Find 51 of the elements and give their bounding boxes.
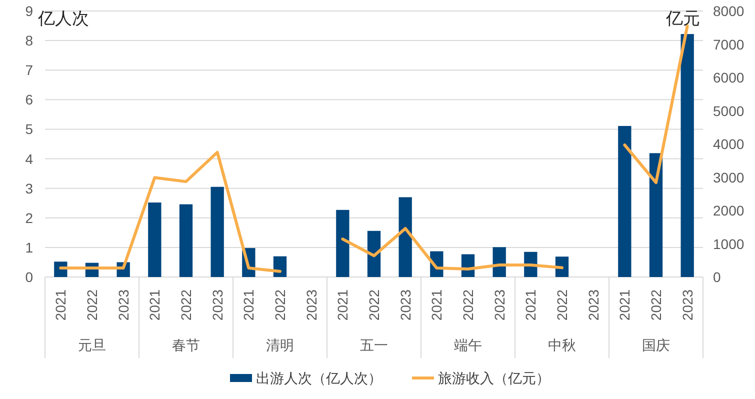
- y-tick-label: 3: [25, 180, 34, 196]
- x-tick-label: 2021: [240, 289, 257, 321]
- y-tick-label: 5: [25, 121, 34, 138]
- y-tick-label: 9: [25, 3, 34, 19]
- text: 中秋: [548, 337, 576, 353]
- y-tick-label: 1: [25, 239, 34, 256]
- text: 春节: [172, 337, 200, 353]
- y2-tick-label: 2000: [713, 202, 744, 218]
- y-axis-title: 亿人次: [37, 9, 89, 28]
- x-tick-label: 2021: [146, 289, 163, 321]
- x-tick-label: 2023: [303, 289, 320, 321]
- x-tick-label: 2021: [334, 289, 351, 321]
- y-tick-label: 0: [25, 269, 34, 285]
- y2-tick-label: 5000: [713, 102, 744, 119]
- x-tick-label: 2023: [209, 289, 226, 321]
- x-tick-label: 2022: [84, 289, 100, 321]
- x-tick-label: 2021: [522, 289, 539, 321]
- text: 国庆: [642, 337, 670, 353]
- x-tick-label: 2021: [52, 289, 69, 321]
- y2-tick-label: 4000: [713, 136, 744, 152]
- x-tick-label: 2021: [616, 289, 633, 321]
- x-tick-label: 2022: [648, 289, 664, 321]
- x-tick-label: 2023: [679, 289, 696, 321]
- y2-axis-title: 亿元: [665, 9, 700, 28]
- y2-tick-label: 8000: [713, 3, 744, 19]
- legend-label: 出游人次（亿人次）: [256, 370, 382, 386]
- y-tick-label: 6: [25, 92, 34, 108]
- y2-tick-label: 0: [713, 269, 721, 285]
- legend-label: 旅游收入（亿元）: [438, 370, 550, 386]
- x-tick-label: 2022: [554, 289, 570, 321]
- x-tick-label: 2021: [428, 289, 445, 321]
- x-tick-label: 2023: [491, 289, 508, 321]
- x-tick-label: 2023: [397, 289, 414, 321]
- x-tick-label: 2022: [460, 289, 476, 321]
- y-tick-label: 7: [25, 62, 34, 78]
- x-tick-label: 2022: [178, 289, 194, 321]
- x-tick-label: 2022: [366, 289, 382, 321]
- y2-tick-label: 7000: [713, 36, 744, 52]
- x-tick-label: 2023: [585, 289, 602, 321]
- text: 五一: [360, 337, 388, 353]
- x-tick-label: 2022: [272, 289, 288, 321]
- text: 端午: [454, 337, 482, 353]
- y-tick-label: 2: [25, 210, 34, 226]
- y2-tick-label: 1000: [713, 236, 744, 252]
- text: 元旦: [78, 337, 106, 353]
- y2-tick-label: 3000: [713, 169, 744, 186]
- y2-tick-label: 6000: [713, 70, 744, 86]
- x-tick-label: 2023: [115, 289, 132, 321]
- text: 清明: [266, 337, 294, 353]
- y-tick-label: 8: [25, 32, 34, 49]
- y-tick-label: 4: [25, 150, 34, 167]
